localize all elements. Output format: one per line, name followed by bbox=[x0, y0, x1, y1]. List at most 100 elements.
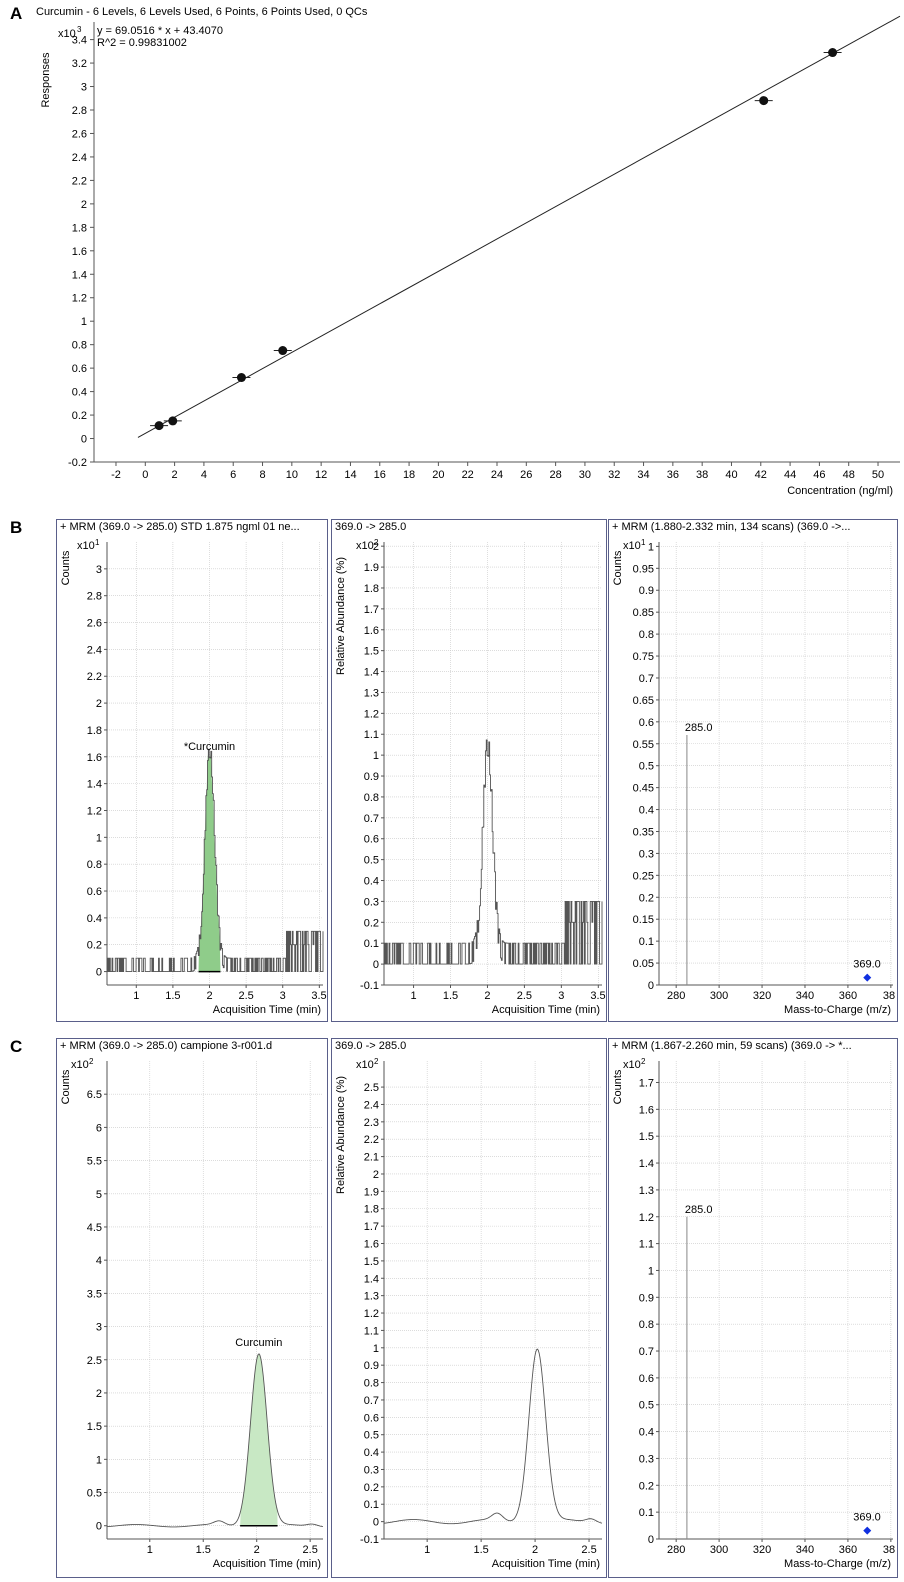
x-tick-label: 1.5 bbox=[473, 1544, 488, 1556]
x-tick-label: 46 bbox=[813, 469, 825, 481]
y-tick-label: 1.7 bbox=[364, 1221, 379, 1233]
y-axis-label: Counts bbox=[60, 550, 72, 585]
x-tick-label: 320 bbox=[753, 1544, 771, 1556]
x-tick-label: 22 bbox=[462, 469, 474, 481]
x-tick-label: 38 bbox=[883, 990, 895, 1002]
x-tick-label: 2.5 bbox=[517, 990, 532, 1002]
chromatogram-trace bbox=[383, 1348, 603, 1525]
x-tick-label: 3.5 bbox=[590, 990, 605, 1002]
panel-b1-title: + MRM (369.0 -> 285.0) STD 1.875 ngml 01… bbox=[60, 521, 300, 533]
x-tick-label: 1 bbox=[424, 1544, 430, 1556]
x-tick-label: 2 bbox=[172, 469, 178, 481]
calibration-point bbox=[168, 416, 178, 426]
x-tick-label: 1.5 bbox=[165, 990, 180, 1002]
x-tick-label: 6 bbox=[230, 469, 236, 481]
x-tick-label: 16 bbox=[374, 469, 386, 481]
y-tick-label: 0.2 bbox=[364, 917, 379, 929]
y-tick-label: 1.8 bbox=[364, 583, 379, 595]
y-tick-label: 0.25 bbox=[633, 870, 654, 882]
y-multiplier: x10 bbox=[623, 540, 641, 552]
panel-c1-title: + MRM (369.0 -> 285.0) campione 3-r001.d bbox=[60, 1040, 273, 1052]
x-tick-label: 1 bbox=[147, 1544, 153, 1556]
y-tick-label: 1.2 bbox=[87, 805, 102, 817]
y-tick-label: 3.5 bbox=[87, 1288, 102, 1300]
y-tick-label: 0 bbox=[96, 967, 102, 979]
x-tick-label: 280 bbox=[667, 990, 685, 1002]
y-tick-label: 1.1 bbox=[364, 729, 379, 741]
x-tick-label: 20 bbox=[432, 469, 444, 481]
integrated-peak-area bbox=[198, 749, 221, 972]
calibration-point bbox=[154, 421, 164, 431]
y-tick-label: 0.8 bbox=[364, 792, 379, 804]
y-tick-label: 4 bbox=[96, 1255, 102, 1267]
x-tick-label: 2.5 bbox=[238, 990, 253, 1002]
y-tick-label: 4.5 bbox=[87, 1222, 102, 1234]
y-multiplier-exponent: 2 bbox=[374, 1057, 379, 1066]
panel-c2: 369.0 -> 285.0 Relative Abundance (%) x10… bbox=[331, 1038, 607, 1578]
y-multiplier: x10 bbox=[623, 1059, 641, 1071]
x-tick-label: 40 bbox=[725, 469, 737, 481]
y-tick-label: 1.9 bbox=[364, 562, 379, 574]
y-tick-label: 2 bbox=[96, 1388, 102, 1400]
y-tick-label: 1.1 bbox=[639, 1239, 654, 1251]
integrated-peak-area bbox=[240, 1353, 278, 1526]
y-axis-label: Counts bbox=[612, 550, 624, 585]
x-tick-label: 38 bbox=[883, 1544, 895, 1556]
precursor-diamond bbox=[863, 973, 872, 982]
x-tick-label: 28 bbox=[549, 469, 561, 481]
y-tick-label: 2.3 bbox=[364, 1117, 379, 1129]
panel-b3-title: + MRM (1.880-2.332 min, 134 scans) (369.… bbox=[612, 521, 851, 533]
y-tick-label: 0.5 bbox=[639, 1400, 654, 1412]
x-axis-label: Acquisition Time (min) bbox=[492, 1004, 600, 1016]
y-multiplier-exponent: 3 bbox=[77, 25, 82, 34]
y-tick-label: 2.2 bbox=[72, 175, 87, 187]
x-tick-label: 3 bbox=[280, 990, 286, 1002]
x-tick-label: 42 bbox=[755, 469, 767, 481]
y-tick-label: 5 bbox=[96, 1189, 102, 1201]
y-tick-label: 0.6 bbox=[639, 717, 654, 729]
panel-label-a: A bbox=[10, 4, 23, 23]
regression-equation: y = 69.0516 * x + 43.4070 bbox=[97, 25, 223, 37]
x-axis-label: Concentration (ng/ml) bbox=[787, 485, 893, 497]
y-tick-label: 1.2 bbox=[364, 1308, 379, 1320]
y-tick-label: 0.7 bbox=[639, 673, 654, 685]
y-tick-label: 0.4 bbox=[72, 387, 87, 399]
x-tick-label: 2 bbox=[206, 990, 212, 1002]
x-tick-label: 18 bbox=[403, 469, 415, 481]
x-tick-label: 320 bbox=[753, 990, 771, 1002]
y-tick-label: 0 bbox=[96, 1521, 102, 1533]
y-tick-label: 1.5 bbox=[87, 1421, 102, 1433]
calibration-point bbox=[828, 48, 838, 58]
x-axis-label: Acquisition Time (min) bbox=[213, 1558, 321, 1570]
y-tick-label: 0.4 bbox=[639, 1427, 654, 1439]
y-tick-label: 2.1 bbox=[364, 1152, 379, 1164]
y-tick-label: 2.8 bbox=[87, 591, 102, 603]
y-multiplier: x10 bbox=[58, 28, 76, 40]
y-tick-label: 0.4 bbox=[364, 876, 379, 888]
y-tick-label: 0.8 bbox=[72, 340, 87, 352]
x-tick-label: 3 bbox=[558, 990, 564, 1002]
y-tick-label: 0.7 bbox=[364, 1395, 379, 1407]
y-tick-label: 0.9 bbox=[364, 1360, 379, 1372]
chromatogram-trace bbox=[384, 739, 603, 965]
y-tick-label: 1.8 bbox=[72, 222, 87, 234]
x-tick-label: 44 bbox=[784, 469, 796, 481]
y-tick-label: 1.6 bbox=[364, 625, 379, 637]
y-tick-label: 0.1 bbox=[364, 938, 379, 950]
peak-label: *Curcumin bbox=[184, 741, 235, 753]
y-tick-label: 1.7 bbox=[639, 1077, 654, 1089]
y-tick-label: 0 bbox=[81, 434, 87, 446]
y-tick-label: 0.6 bbox=[364, 834, 379, 846]
y-tick-label: 0.4 bbox=[639, 805, 654, 817]
x-tick-label: 340 bbox=[796, 990, 814, 1002]
y-tick-label: 0.35 bbox=[633, 826, 654, 838]
y-tick-label: 6.5 bbox=[87, 1089, 102, 1101]
y-tick-label: -0.1 bbox=[360, 1534, 379, 1546]
y-tick-label: -0.2 bbox=[68, 457, 87, 469]
y-tick-label: 1.2 bbox=[72, 293, 87, 305]
y-tick-label: 0.5 bbox=[364, 855, 379, 867]
y-tick-label: 6 bbox=[96, 1122, 102, 1134]
y-tick-label: 0 bbox=[648, 1534, 654, 1546]
